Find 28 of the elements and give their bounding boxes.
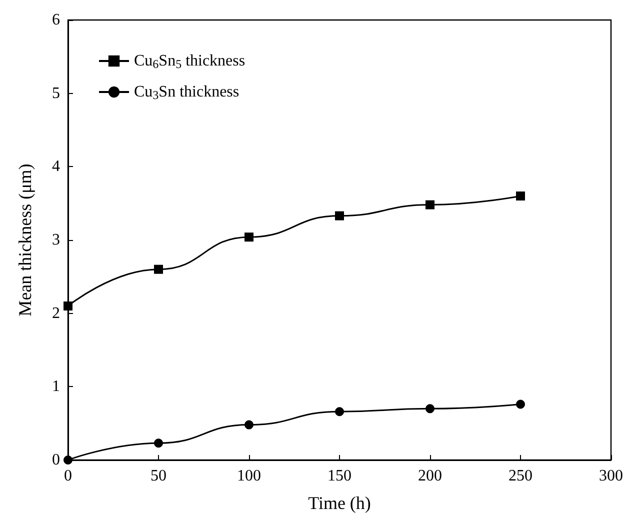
point [64, 456, 72, 464]
x-tick-label: 200 [418, 468, 442, 484]
y-tick-label: 5 [52, 84, 60, 102]
x-tick-label: 300 [599, 468, 623, 484]
x-tick-label: 50 [150, 468, 166, 484]
point [244, 232, 254, 242]
point [426, 404, 434, 414]
y-tick-label: 1 [52, 378, 60, 396]
point [516, 192, 525, 200]
point [426, 200, 434, 210]
x-tick-label: 100 [237, 468, 261, 484]
point [335, 211, 344, 220]
point [335, 407, 344, 416]
point [154, 264, 163, 274]
point [516, 400, 525, 409]
point [154, 438, 163, 448]
y-tick-label: 2 [52, 304, 60, 322]
x-axis-title: Time (h) [308, 493, 371, 513]
point [64, 302, 72, 310]
y-tick-label: 6 [52, 12, 60, 28]
y-tick-label: 3 [52, 232, 60, 248]
x-tick-label: 150 [328, 468, 352, 484]
y-tick-label: 4 [52, 158, 60, 176]
point [244, 420, 254, 430]
x-tick-label: 250 [508, 468, 532, 484]
x-tick-label: 0 [64, 468, 72, 484]
y-tick-label: 0 [52, 452, 60, 468]
y-axis-title: Mean thickness (μm) [15, 164, 35, 316]
